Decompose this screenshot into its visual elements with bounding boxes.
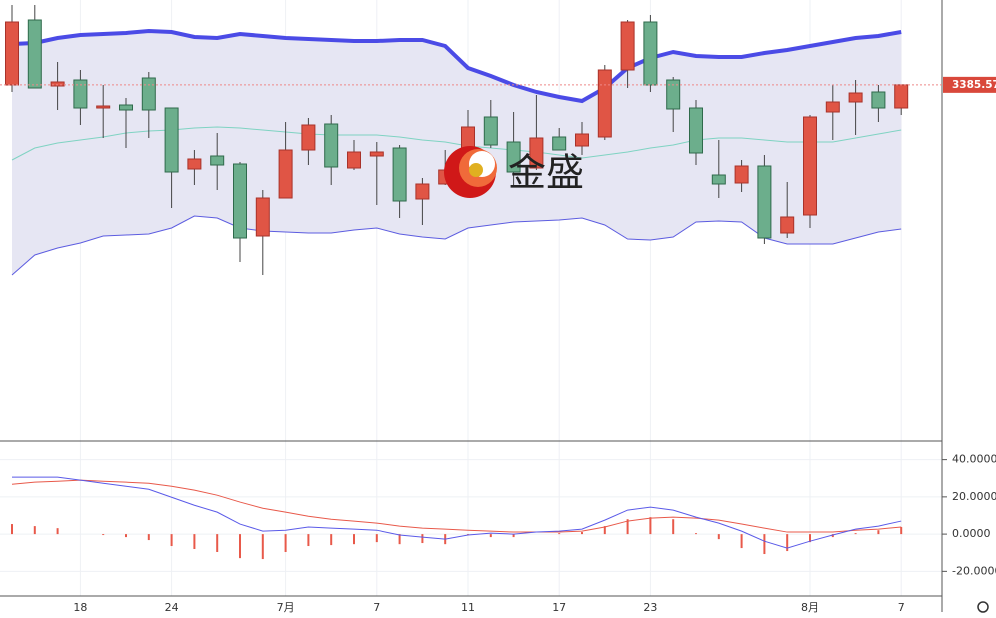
candle-body — [734, 165, 749, 184]
histogram-bar — [558, 533, 561, 535]
histogram-bar — [877, 530, 880, 535]
candle-body — [529, 137, 544, 169]
x-tick-label: 17 — [552, 601, 566, 614]
histogram-bar — [11, 524, 13, 535]
histogram-bar — [102, 534, 105, 536]
candle-body — [347, 151, 361, 169]
candle-body — [894, 84, 909, 109]
histogram-bar — [695, 533, 697, 535]
candle-body — [27, 19, 42, 89]
x-tick-label: 7 — [373, 601, 380, 614]
candle-body — [689, 107, 703, 154]
candle-body — [825, 101, 840, 113]
candle-body — [780, 216, 795, 234]
candle-body — [324, 123, 339, 168]
histogram-bar — [512, 534, 515, 538]
candle-body — [164, 107, 179, 173]
candle-body — [597, 69, 612, 138]
candle-body — [552, 136, 567, 151]
x-tick-label: 7月 — [277, 601, 295, 614]
histogram-bar — [147, 534, 150, 541]
histogram-bar — [330, 534, 333, 546]
candle-body — [575, 133, 589, 147]
histogram-bar — [763, 534, 766, 555]
band-line — [11, 215, 902, 276]
candle-body — [506, 141, 521, 173]
x-tick-label: 18 — [73, 601, 87, 614]
candle-body — [666, 79, 681, 110]
band-line — [11, 126, 902, 161]
histogram-bar — [284, 534, 287, 552]
candle-body — [483, 116, 498, 146]
candle-body — [301, 124, 316, 151]
candle-body — [711, 174, 726, 185]
histogram-bar — [353, 534, 355, 545]
candle-body — [369, 151, 384, 157]
histogram-bar — [581, 532, 583, 535]
histogram-bar — [33, 526, 36, 535]
candle-body — [210, 155, 225, 166]
histogram-bar — [398, 534, 401, 545]
y-tick-label: -20.0000 — [952, 564, 996, 577]
x-tick-label: 24 — [165, 601, 179, 614]
candle-body — [255, 197, 270, 237]
histogram-bar — [216, 534, 219, 552]
histogram-bar — [854, 533, 857, 535]
y-tick-label: 20.0000 — [952, 490, 996, 503]
histogram-bar — [672, 519, 675, 535]
candle-body — [96, 105, 111, 109]
histogram-bar — [193, 534, 196, 550]
histogram-bar — [603, 526, 606, 535]
candle-body — [620, 21, 635, 71]
candle-body — [803, 116, 817, 216]
histogram-bar — [809, 534, 811, 543]
x-tick-label: 8月 — [801, 601, 819, 614]
histogram-bar — [307, 534, 310, 547]
candle-body — [73, 79, 88, 109]
histogram-bar — [56, 528, 59, 535]
histogram-bar — [649, 517, 652, 535]
candle-body — [278, 149, 293, 199]
histogram-bar — [239, 534, 241, 559]
histogram-bar — [740, 534, 743, 549]
histogram-bar — [786, 534, 789, 552]
histogram-bar — [261, 534, 264, 560]
candle-body — [50, 81, 65, 87]
x-tick-label: 23 — [643, 601, 657, 614]
histogram-bar — [125, 534, 127, 538]
histogram-bar — [170, 534, 173, 547]
candle-body — [392, 147, 407, 202]
histogram-bar — [421, 534, 424, 544]
last-price-box — [943, 76, 996, 93]
candle-body — [233, 163, 247, 239]
candle-body — [643, 21, 658, 86]
candle-body — [141, 77, 156, 111]
last-price-label: 3385.57 — [952, 79, 996, 91]
macd-line — [12, 476, 902, 549]
x-tick-label: 7 — [898, 601, 905, 614]
candle-body — [187, 158, 202, 170]
histogram-bar — [717, 534, 720, 540]
candle-body — [757, 165, 772, 239]
y-tick-label: 40.0000 — [952, 453, 996, 466]
settings-icon[interactable] — [977, 601, 989, 613]
watermark-logo — [444, 146, 497, 198]
macd-line — [11, 479, 902, 533]
candle-body — [848, 92, 863, 103]
histogram-bar — [375, 534, 378, 543]
x-tick-label: 11 — [461, 601, 475, 614]
histogram-bar — [831, 534, 834, 538]
band-line — [11, 28, 902, 104]
histogram-bar — [489, 534, 492, 538]
watermark: 金盛 — [508, 151, 584, 195]
candle-body — [871, 91, 886, 109]
histogram-bar — [900, 527, 903, 535]
candle-body — [119, 104, 133, 111]
candle-body — [5, 21, 19, 86]
histogram-bar — [626, 519, 629, 535]
candle-body — [415, 183, 430, 200]
y-tick-label: 0.0000 — [952, 527, 991, 540]
